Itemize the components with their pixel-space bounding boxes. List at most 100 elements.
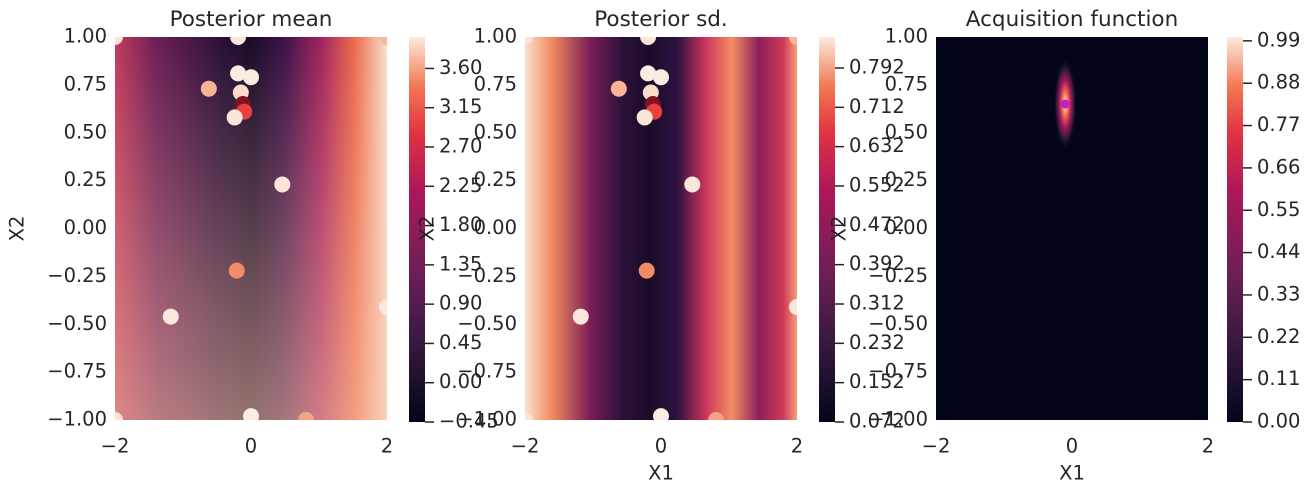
colorbar-tick-label: 0.90 (439, 292, 482, 315)
points (115, 37, 387, 420)
y-tick-label: −1.00 (457, 408, 517, 431)
points (525, 37, 797, 420)
colorbar-tick-label: 0.392 (849, 252, 905, 275)
observation-point (298, 412, 315, 420)
y-tick-label: 0.50 (64, 120, 107, 143)
colorbar-tick-label: 0.45 (439, 331, 482, 354)
panel (525, 37, 797, 420)
y-tick-label: −0.75 (457, 360, 517, 383)
colorbar (409, 37, 425, 422)
y-tick-label: 0.25 (64, 168, 107, 191)
observation-point (243, 408, 259, 420)
y-tick-label: −0.50 (457, 312, 517, 335)
heatmap-field-overlay (936, 37, 1208, 420)
x-axis-label: X1 (648, 462, 674, 485)
y-tick-label: 1.00 (64, 25, 107, 48)
colorbar-tick-label: 0.77 (1257, 113, 1300, 136)
observation-point (230, 37, 247, 45)
colorbar-tick-label: 0.792 (849, 55, 905, 78)
panel (115, 37, 387, 420)
observation-point (708, 412, 725, 420)
observation-point (200, 80, 217, 97)
panel-title: Posterior mean (170, 7, 333, 32)
colorbar-tick-label: 2.70 (439, 135, 482, 158)
observation-point (525, 37, 533, 45)
colorbar-tick-label: 0.00 (439, 370, 482, 393)
y-tick-label: −0.50 (868, 312, 928, 335)
colorbar-tick-label: 3.15 (439, 95, 482, 118)
observation-point (228, 262, 245, 279)
y-tick-label: 0.75 (64, 72, 107, 95)
colorbar-tick-label: 0.55 (1257, 198, 1300, 221)
colorbar-tick-label: 0.232 (849, 331, 905, 354)
y-tick-label: 0.50 (474, 120, 517, 143)
y-tick-label: 1.00 (885, 25, 928, 48)
x-tick-label: −2 (922, 435, 951, 458)
colorbar-tick-label: 0.99 (1257, 28, 1300, 51)
x-axis-label: X1 (1059, 462, 1085, 485)
panel-title: Posterior sd. (594, 7, 728, 32)
colorbar (819, 37, 835, 422)
y-tick-label: 0.00 (474, 216, 517, 239)
y-tick-label: 0.25 (885, 168, 928, 191)
colorbar (1227, 37, 1243, 422)
colorbar-tick-label: 0.00 (1257, 410, 1300, 433)
y-tick-label: −0.25 (457, 264, 517, 287)
y-tick-label: −0.25 (47, 264, 107, 287)
panel-title: Acquisition function (966, 7, 1178, 32)
y-tick-label: 0.00 (885, 216, 928, 239)
observation-point (162, 308, 179, 325)
panel (936, 37, 1208, 420)
colorbar-tick-label: −0.45 (439, 410, 499, 433)
colorbar-tick-label: 0.44 (1257, 240, 1300, 263)
colorbar-tick-label: 0.552 (849, 173, 905, 196)
observation-point (274, 176, 291, 193)
observation-point (653, 408, 669, 420)
observation-point (610, 80, 627, 97)
colorbar-tick-label: 0.472 (849, 213, 905, 236)
x-tick-label: −2 (511, 435, 540, 458)
observation-point (1060, 99, 1070, 109)
colorbar-tick-label: 1.35 (439, 252, 482, 275)
y-tick-label: −1.00 (868, 408, 928, 431)
observation-point (226, 109, 243, 126)
y-tick-label: 0.00 (64, 216, 107, 239)
colorbar-tick-label: 0.22 (1257, 325, 1300, 348)
y-tick-label: −0.25 (868, 264, 928, 287)
colorbar-tick-label: 0.152 (849, 370, 905, 393)
colorbar-tick-label: 3.60 (439, 56, 482, 79)
colorbar-tick-label: 2.25 (439, 174, 482, 197)
observation-point (638, 262, 655, 279)
observation-point (640, 65, 657, 82)
observation-point (379, 37, 387, 45)
observation-point (684, 176, 701, 193)
heatmap-field-overlay (525, 37, 797, 420)
x-tick-label: 0 (245, 435, 257, 458)
observation-point (789, 299, 797, 316)
x-tick-label: 0 (655, 435, 667, 458)
points (1060, 99, 1070, 109)
y-tick-label: 0.75 (885, 72, 928, 95)
colorbar-tick-label: 0.88 (1257, 71, 1300, 94)
colorbar-tick-label: 0.312 (849, 291, 905, 314)
colorbar-tick-label: 0.712 (849, 95, 905, 118)
y-axis-label: X2 (416, 216, 439, 242)
y-tick-label: −1.00 (47, 408, 107, 431)
y-tick-label: 0.50 (885, 120, 928, 143)
x-tick-label: 2 (791, 435, 803, 458)
colorbar-tick-label: 0.632 (849, 134, 905, 157)
colorbar-tick-label: 0.072 (849, 410, 905, 433)
x-tick-label: 0 (1066, 435, 1078, 458)
y-tick-label: 0.75 (474, 72, 517, 95)
observation-point (115, 37, 123, 45)
y-axis-label: X2 (6, 216, 29, 242)
x-tick-label: 2 (1202, 435, 1214, 458)
observation-point (115, 412, 123, 420)
observation-point (379, 299, 387, 316)
x-tick-label: −2 (101, 435, 130, 458)
observation-point (789, 37, 797, 45)
colorbar-tick-label: 0.11 (1257, 367, 1300, 390)
observation-point (572, 308, 589, 325)
observation-point (243, 69, 259, 86)
